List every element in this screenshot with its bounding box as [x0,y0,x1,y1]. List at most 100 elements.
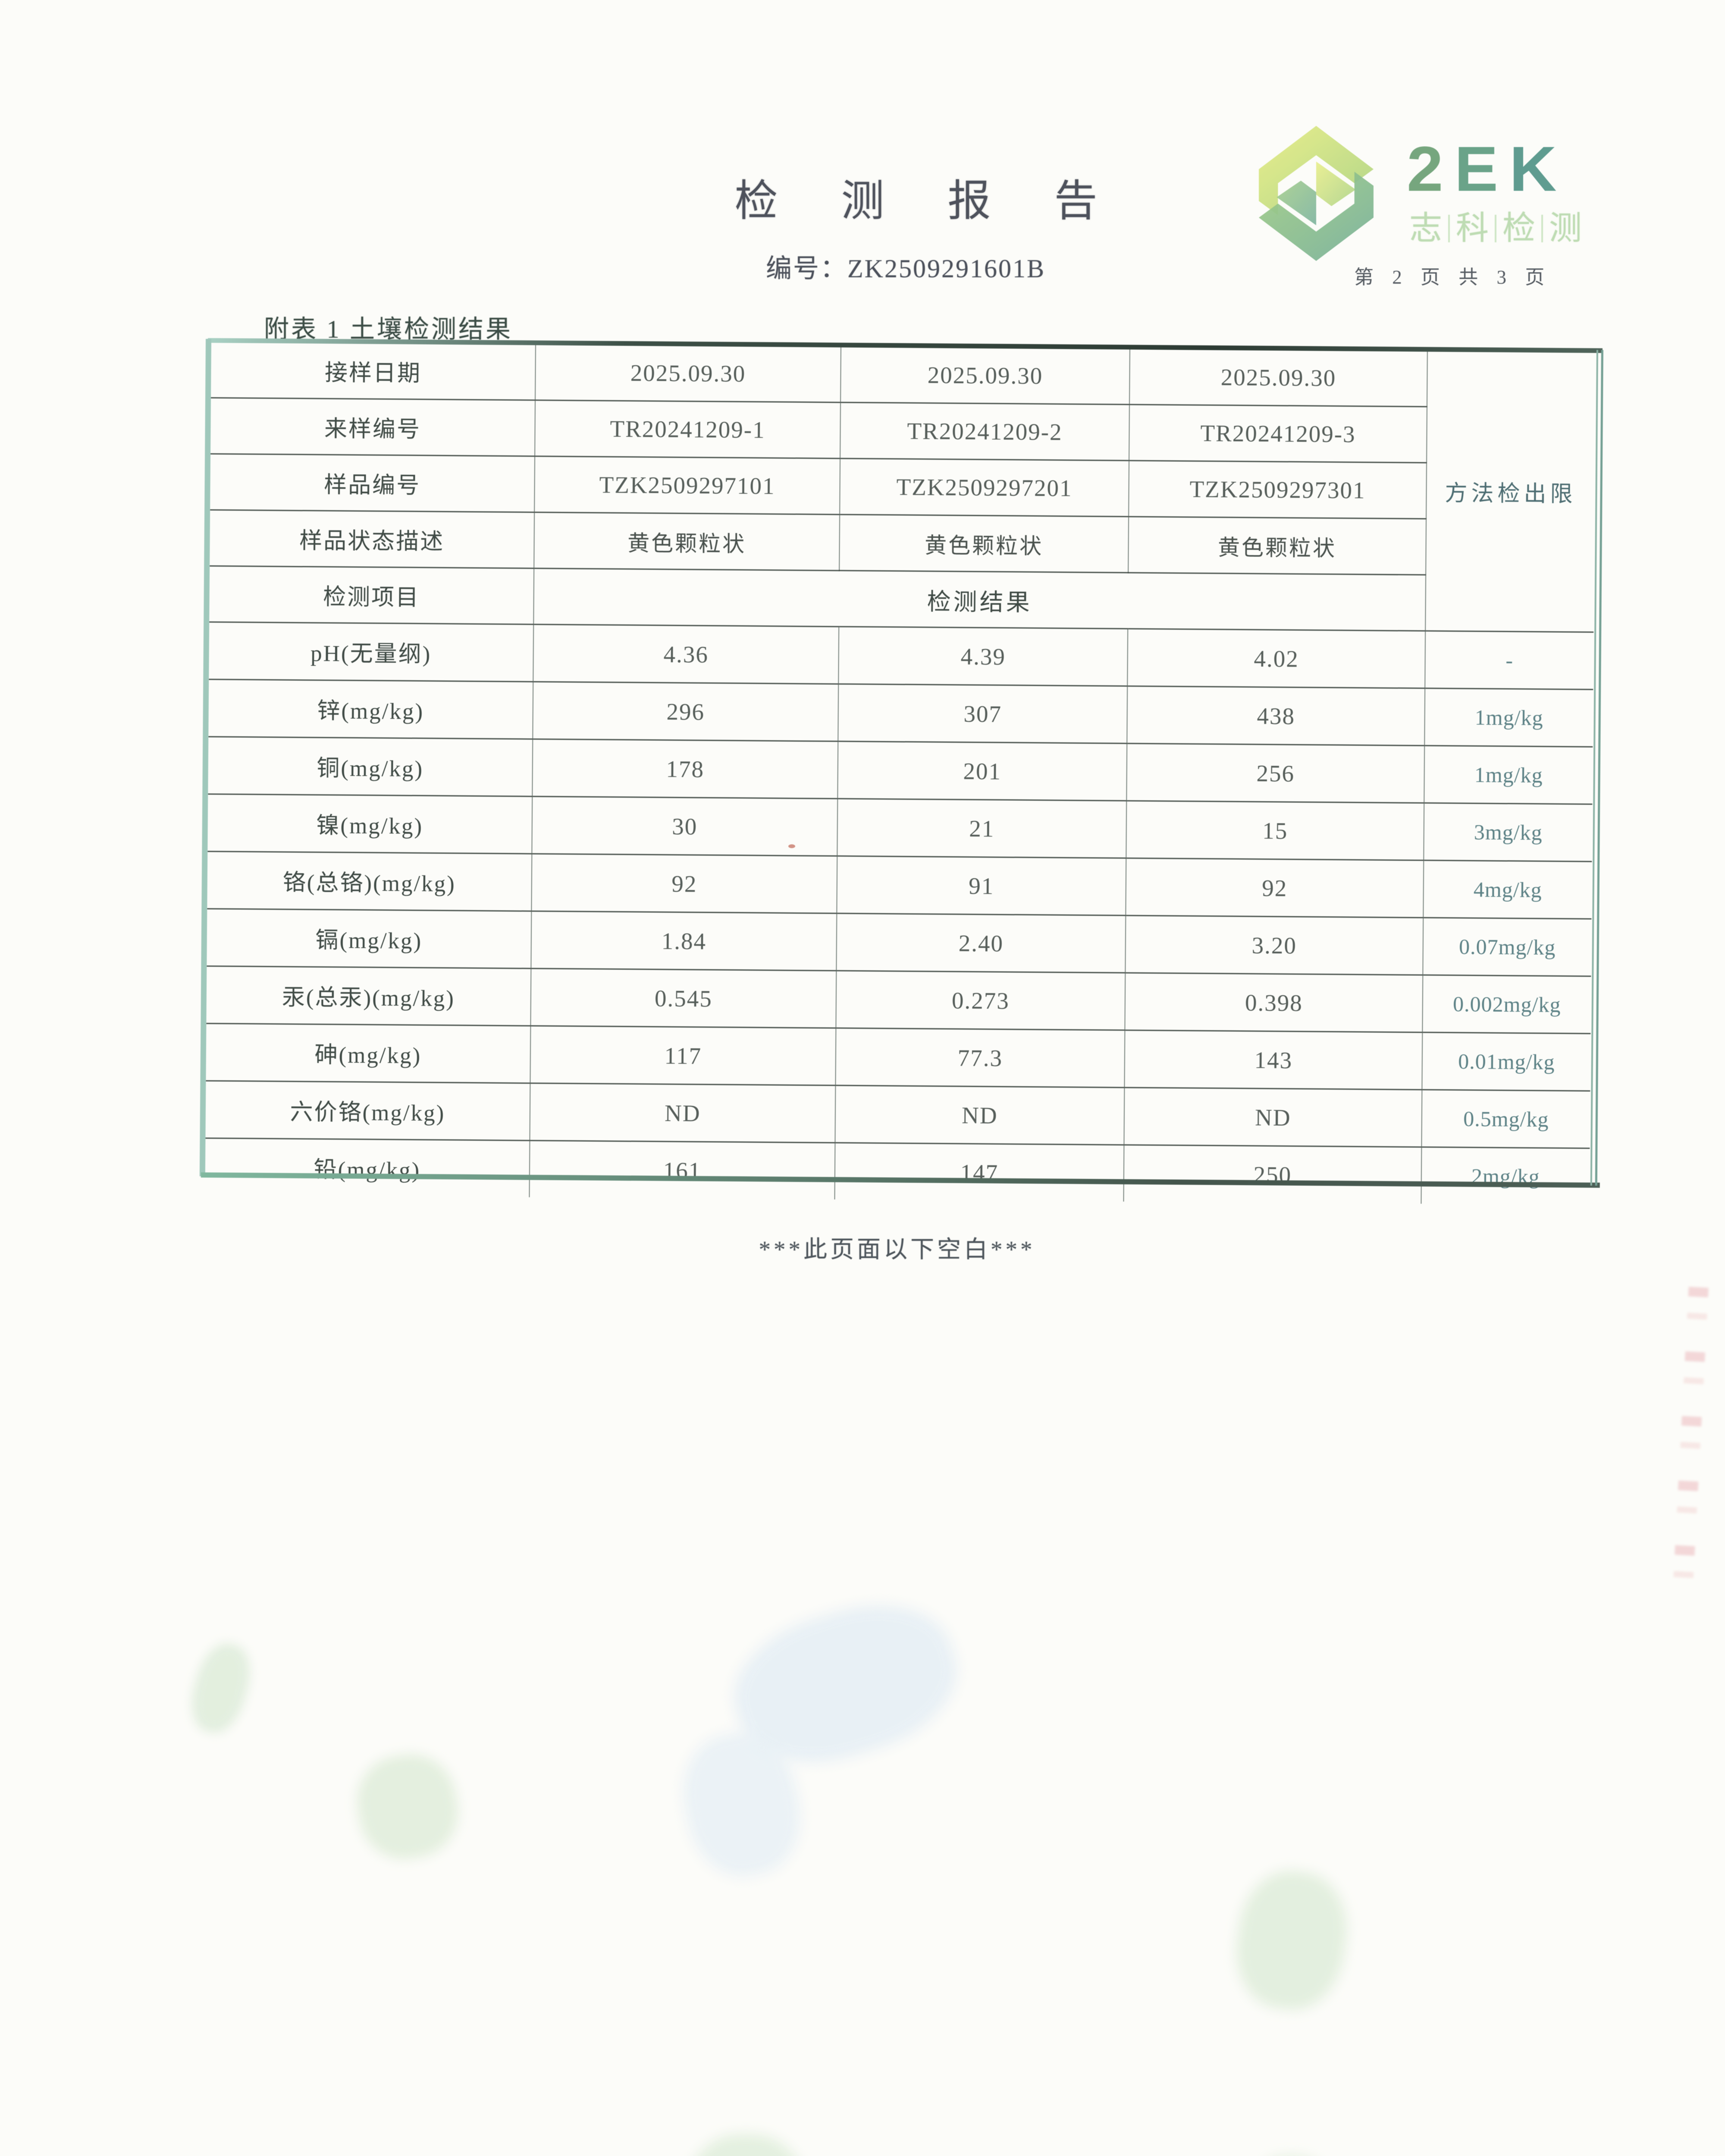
table-row: pH(无量纲) 4.36 4.39 4.02- [209,622,1594,690]
table-row: 铜(mg/kg) 178 201 256 1mg/kg [208,736,1593,805]
scan-smudge-artifact [717,1583,973,1785]
table-row: 样品状态描述 黄色颗粒状 黄色颗粒状 黄色颗粒状 [210,510,1594,576]
value-cell: ND [835,1085,1125,1145]
value-cell: 143 [1124,1030,1423,1090]
value-cell: 2025.09.30 [841,347,1130,405]
brand-cn-char: 检 [1502,210,1535,247]
table-row: 铬(总铬)(mg/kg) 92 91 92 4mg/kg [207,851,1592,919]
value-cell: TZK2509297101 [534,456,841,515]
table-section-row: 检测项目 检测结果 [209,566,1594,632]
table-row: 锌(mg/kg) 296 307 438 1mg/kg [208,679,1593,747]
table-row: 六价铬(mg/kg) ND ND ND 0.5mg/kg [205,1081,1590,1148]
results-table: 接样日期 2025.09.30 2025.09.30 2025.09.30 方法检出限来… [205,342,1596,1205]
footer-note: ***此页面以下空白*** [759,1236,1035,1263]
value-cell: 250 [1123,1145,1422,1204]
row-label: 汞(总汞)(mg/kg) [206,966,531,1026]
detection-limit-cell: 2mg/kg [1421,1147,1590,1205]
value-cell: 2025.09.30 [1129,349,1427,407]
report-number: 编号：ZK2509291601B [0,248,1725,285]
value-cell: 92 [1126,858,1424,918]
row-label: 镍(mg/kg) [207,794,533,854]
value-cell: 0.398 [1125,973,1423,1033]
value-cell: 91 [837,856,1126,916]
value-cell: 30 [532,796,838,856]
table-row: 样品编号 TZK2509297101 TZK2509297201 TZK2509297… [210,454,1595,520]
value-cell: 307 [838,684,1128,744]
value-cell: 4.39 [838,627,1128,686]
brand-letter: K [1509,133,1568,205]
report-table-body: 接样日期 2025.09.30 2025.09.30 2025.09.30 方法检出限来… [205,342,1596,1205]
row-label: 样品状态描述 [210,510,535,568]
value-cell: 2025.09.30 [535,345,841,403]
row-label: 检测项目 [209,566,534,624]
table-row: 镍(mg/kg) 30 21 15 3mg/kg [207,794,1593,862]
value-cell: 161 [529,1140,835,1200]
value-cell: 92 [531,853,837,914]
detection-limit-cell: 3mg/kg [1424,803,1593,862]
value-cell: 147 [834,1143,1124,1202]
scan-bleed-artifact [1673,1287,1709,1581]
value-cell: 黄色颗粒状 [534,512,840,571]
value-cell: ND [1124,1087,1422,1147]
value-cell: 1.84 [531,911,837,971]
value-cell: 2.40 [836,913,1126,973]
value-cell: 438 [1127,686,1425,746]
zek-logo-icon [1259,125,1374,261]
value-cell: 77.3 [835,1028,1125,1088]
report-number-value: ZK2509291601B [847,254,1045,283]
row-label: 六价铬(mg/kg) [205,1081,530,1141]
value-cell: TZK2509297201 [840,458,1129,517]
value-cell: 15 [1126,801,1424,861]
table-row: 镉(mg/kg) 1.84 2.40 3.20 0.07mg/kg [207,909,1592,976]
value-cell: 0.545 [530,968,837,1028]
row-label: 接样日期 [324,360,422,386]
row-label: 样品编号 [210,454,535,513]
row-label: 锌(mg/kg) [208,679,533,739]
value-cell: 4.02 [1127,629,1426,689]
value-cell: 201 [837,741,1127,801]
scan-smudge-artifact [183,1637,258,1739]
scan-smudge-artifact [349,1747,466,1867]
value-cell: 4.36 [533,624,839,684]
results-table-frame: 接样日期 2025.09.30 2025.09.30 2025.09.30 方法检出限来… [199,338,1603,1205]
value-cell: 21 [837,799,1127,859]
detection-limit-cell: 0.07mg/kg [1423,918,1592,976]
detection-limit-cell: 1mg/kg [1424,688,1593,747]
row-label: 铜(mg/kg) [208,736,533,796]
scan-smudge-artifact [672,1723,812,1886]
detection-limit-cell: 0.01mg/kg [1422,1032,1591,1091]
brand-wordmark: 2EK [1407,137,1665,201]
brand-cn-char: 测 [1549,210,1582,247]
row-label: pH(无量纲) [209,622,534,682]
brand-cn-char: 科 [1456,210,1489,247]
result-header-cell: 检测结果 [533,568,1426,631]
brand-cn-divider [1541,215,1543,242]
value-cell: TR20241209-3 [1129,404,1427,463]
brand-letter: 2 [1407,133,1455,205]
row-label: 铅(mg/kg) [205,1138,530,1197]
table-row: 汞(总汞)(mg/kg) 0.545 0.273 0.398 0.002mg/kg [206,966,1591,1034]
row-label: 来样编号 [210,398,536,457]
table-row: 砷(mg/kg) 117 77.3 143 0.01mg/kg [206,1023,1591,1091]
detection-limit-cell: 0.5mg/kg [1421,1090,1590,1148]
value-cell: 117 [530,1025,836,1086]
brand-chinese-name: 志科检测 [1409,212,1668,245]
table-row: 接样日期 2025.09.30 2025.09.30 2025.09.30 方法检出限 [211,342,1596,633]
table-row: 铅(mg/kg) 161 147 250 2mg/kg [205,1138,1590,1205]
value-cell: 178 [532,739,838,799]
table-row: 来样编号 TR20241209-1 TR20241209-2 TR20241209-3 [210,398,1595,464]
detection-limit-cell: 4mg/kg [1423,860,1592,919]
row-label: 铬(总铬)(mg/kg) [207,851,532,911]
value-cell: 黄色颗粒状 [839,514,1129,573]
detection-limit-cell: 0.002mg/kg [1422,975,1591,1034]
value-cell: 3.20 [1125,915,1424,975]
detection-limit-cell: - [1425,631,1594,690]
page-indicator: 第 2 页 共 3 页 [1354,266,1552,288]
value-cell: ND [530,1083,836,1143]
brand-cn-divider [1495,215,1496,242]
brand-cn-char: 志 [1409,210,1442,247]
value-cell: 0.273 [836,971,1126,1031]
value-cell: TR20241209-1 [535,400,841,459]
value-cell: 296 [533,681,839,742]
